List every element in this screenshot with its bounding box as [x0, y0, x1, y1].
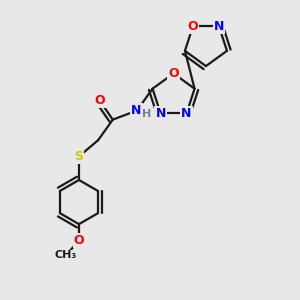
Text: N: N [131, 104, 142, 117]
Text: O: O [74, 234, 84, 247]
Text: S: S [74, 150, 83, 163]
Text: H: H [142, 109, 151, 119]
Text: N: N [181, 107, 192, 120]
Text: O: O [188, 20, 198, 33]
Text: O: O [94, 94, 105, 107]
Text: N: N [155, 107, 166, 120]
Text: N: N [214, 20, 224, 33]
Text: CH₃: CH₃ [55, 250, 77, 260]
Text: O: O [168, 67, 179, 80]
